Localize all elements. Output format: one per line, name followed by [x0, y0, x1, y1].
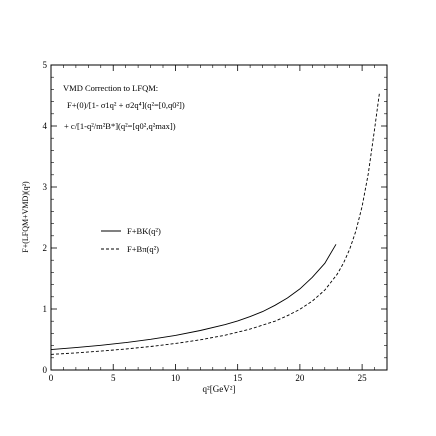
x-tick-label: 0 — [49, 373, 54, 383]
axis-ticks — [50, 64, 387, 371]
axis-tick-labels: 0 5 10 15 20 25 0 1 2 3 4 5 — [43, 60, 368, 383]
annotation-line-3: + c/[1-q²/m²B*](q²=[q0²,q²max]) — [64, 121, 176, 131]
x-tick-label: 25 — [358, 373, 368, 383]
x-tick-label: 15 — [233, 373, 243, 383]
y-tick-label: 3 — [43, 182, 48, 192]
y-tick-label: 1 — [43, 304, 48, 314]
x-tick-label: 10 — [171, 373, 181, 383]
legend-label-2: F+Bπ(q²) — [127, 244, 159, 254]
y-tick-label: 2 — [43, 243, 48, 253]
x-tick-label: 5 — [111, 373, 116, 383]
series-line-1 — [50, 244, 337, 351]
legend: F+BK(q²) F+Bπ(q²) — [101, 226, 161, 254]
y-tick-label: 5 — [43, 60, 48, 70]
annotation-line-1: VMD Correction to LFQM: — [63, 83, 158, 93]
x-tick-label: 20 — [295, 373, 305, 383]
series-line-2 — [50, 92, 380, 355]
series-lines — [50, 92, 380, 355]
x-axis-label: q²[GeV²] — [203, 384, 236, 394]
annotation-line-2: F+(0)/[1- σ1q² + σ2q⁴](q²=[0,q0²]) — [67, 100, 185, 110]
y-tick-label: 0 — [43, 365, 48, 375]
y-axis-label: F+(LFQM+VMD)(q²) — [21, 181, 30, 253]
plot-frame — [50, 64, 388, 371]
annotation-box: VMD Correction to LFQM: F+(0)/[1- σ1q² +… — [63, 83, 185, 131]
legend-label-1: F+BK(q²) — [127, 226, 161, 236]
y-tick-label: 4 — [43, 121, 48, 131]
